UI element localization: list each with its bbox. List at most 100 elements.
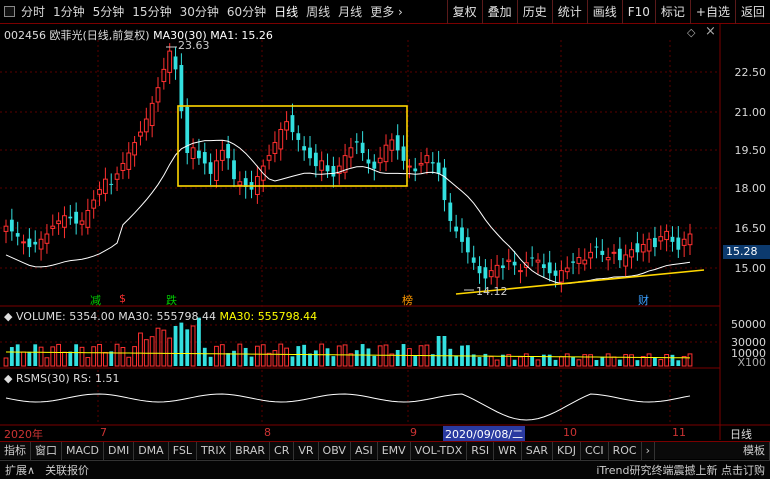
- volume-header: ◆ VOLUME: 5354.00 MA30: 555798.44 MA30: …: [4, 310, 317, 323]
- tab-sar[interactable]: SAR: [522, 441, 554, 460]
- tab-asi[interactable]: ASI: [351, 441, 378, 460]
- overlay-button[interactable]: 叠加: [481, 0, 517, 24]
- tab-macd[interactable]: MACD: [62, 441, 104, 460]
- tab-15min[interactable]: 15分钟: [132, 4, 172, 19]
- candle-body: [272, 142, 278, 154]
- tab-roc[interactable]: ROC: [609, 441, 642, 460]
- collapse-icon[interactable]: ◆: [4, 310, 13, 323]
- tab-trix[interactable]: TRIX: [197, 441, 232, 460]
- history-button[interactable]: 历史: [516, 0, 552, 24]
- tab-brar[interactable]: BRAR: [231, 441, 271, 460]
- candle-body: [97, 189, 102, 195]
- tab-kdj[interactable]: KDJ: [553, 441, 581, 460]
- candle-body: [138, 131, 143, 137]
- tab-more[interactable]: 更多 ›: [370, 4, 403, 19]
- checkbox-icon[interactable]: [4, 6, 15, 17]
- tab-vr[interactable]: VR: [294, 441, 319, 460]
- tab-cci[interactable]: CCI: [581, 441, 609, 460]
- volume-bar: [389, 353, 395, 367]
- volume-bar: [558, 356, 564, 367]
- tab-weekly[interactable]: 周线: [306, 4, 331, 19]
- ma1-value: 15.26: [241, 29, 273, 42]
- volume-bar: [336, 345, 342, 367]
- candle-body: [197, 150, 201, 159]
- volume-bar: [79, 346, 85, 367]
- mark-button[interactable]: 标记: [654, 0, 690, 24]
- volume-value: 5354.00: [69, 310, 115, 323]
- draw-line-button[interactable]: 画线: [586, 0, 622, 24]
- add-watchlist-button[interactable]: +自选: [689, 0, 735, 24]
- volume-bar: [226, 353, 231, 366]
- template-button[interactable]: 模板: [739, 441, 770, 460]
- volume-bar: [501, 354, 505, 366]
- back-button[interactable]: 返回: [734, 0, 770, 24]
- tab-emv[interactable]: EMV: [378, 441, 411, 460]
- volume-bar: [208, 356, 213, 366]
- close-icon[interactable]: ×: [705, 24, 716, 39]
- candle-body: [366, 159, 371, 164]
- collapse-icon[interactable]: ◆: [4, 372, 13, 385]
- volume-axis-label: 50000: [731, 318, 766, 331]
- candle-body: [336, 165, 342, 174]
- candle-body: [155, 87, 161, 103]
- volume-unit: X100: [737, 356, 766, 369]
- tab-obv[interactable]: OBV: [319, 441, 351, 460]
- volume-bar: [413, 355, 418, 366]
- event-tag-reduce[interactable]: 减: [90, 294, 101, 307]
- candle-body: [617, 248, 622, 261]
- expand-button[interactable]: 扩展∧: [5, 464, 36, 477]
- tab-30min[interactable]: 30分钟: [179, 4, 219, 19]
- tab-indicator[interactable]: 指标: [0, 441, 31, 460]
- candle-body: [56, 220, 62, 225]
- stats-button[interactable]: 统计: [551, 0, 587, 24]
- candle-body: [488, 270, 494, 278]
- volume-bar: [179, 322, 184, 366]
- tab-wr[interactable]: WR: [494, 441, 522, 460]
- related-quotes-button[interactable]: 关联报价: [45, 464, 90, 477]
- candle-body: [68, 216, 73, 219]
- candle-body: [442, 167, 447, 201]
- candle-body: [114, 173, 120, 180]
- candle-body: [558, 270, 564, 283]
- tab-monthly[interactable]: 月线: [338, 4, 363, 19]
- tab-60min[interactable]: 60分钟: [226, 4, 267, 19]
- tab-dmi[interactable]: DMI: [104, 441, 135, 460]
- candle-body: [319, 160, 325, 171]
- volume-bar: [15, 344, 20, 366]
- event-tag-list[interactable]: 榜: [402, 294, 413, 307]
- adjust-button[interactable]: 复权: [446, 0, 482, 24]
- support-trendline: [455, 269, 705, 295]
- tab-cr[interactable]: CR: [270, 441, 295, 460]
- tab-1min[interactable]: 1分钟: [53, 4, 85, 19]
- event-tag-drop[interactable]: 跌: [166, 294, 177, 307]
- tab-daily[interactable]: 日线: [274, 4, 299, 19]
- consolidation-box: [177, 105, 408, 187]
- candle-body: [676, 237, 681, 250]
- volume-bar: [173, 325, 178, 366]
- ma30-label: MA30(30): [153, 29, 207, 42]
- diamond-icon[interactable]: ◇: [687, 26, 696, 39]
- event-tag-dollar[interactable]: $: [119, 292, 126, 305]
- f10-button[interactable]: F10: [621, 0, 655, 24]
- price-axis-label: 19.50: [734, 144, 767, 157]
- tab-rsi[interactable]: RSI: [467, 441, 495, 460]
- event-tag-finance[interactable]: 财: [638, 294, 649, 307]
- tabs-more-button[interactable]: ›: [642, 441, 655, 460]
- candle-body: [190, 147, 196, 159]
- tab-intraday[interactable]: 分时: [21, 4, 46, 19]
- candle-body: [600, 250, 605, 255]
- ad-banner[interactable]: iTrend研究终端震撼上新 点击订购: [596, 464, 765, 477]
- tab-fsl[interactable]: FSL: [169, 441, 197, 460]
- volume-bar: [44, 357, 50, 367]
- tab-vol-tdx[interactable]: VOL-TDX: [411, 441, 468, 460]
- volume-bar: [56, 343, 62, 367]
- volume-bar: [629, 354, 634, 367]
- price-axis-label: 21.00: [734, 106, 767, 119]
- tab-window[interactable]: 窗口: [31, 441, 62, 460]
- volume-bar: [653, 357, 657, 366]
- volume-bar: [190, 325, 196, 367]
- volume-bar: [477, 356, 482, 366]
- tab-dma[interactable]: DMA: [134, 441, 169, 460]
- tab-5min[interactable]: 5分钟: [92, 4, 125, 19]
